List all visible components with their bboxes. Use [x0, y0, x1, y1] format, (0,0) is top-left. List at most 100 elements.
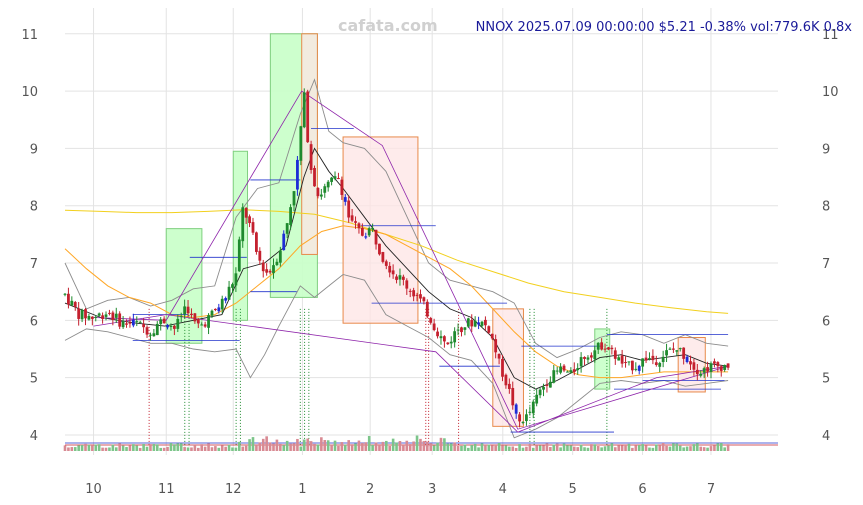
- candle-up: [234, 273, 238, 286]
- y-tick-label-right: 6: [822, 314, 830, 329]
- candle-up: [535, 394, 539, 404]
- candle-up: [675, 350, 679, 352]
- candle-down: [251, 222, 255, 233]
- volume-bar: [504, 445, 508, 451]
- volume-bar: [67, 447, 70, 451]
- candle-down: [347, 200, 351, 218]
- candle-down: [432, 323, 436, 331]
- volume-bar: [166, 446, 169, 451]
- ma-mid-line: [64, 225, 729, 379]
- candle-down: [196, 319, 200, 324]
- candle-down: [111, 312, 115, 321]
- candle-down: [193, 313, 197, 322]
- volume-bar: [125, 447, 128, 451]
- volume-bar: [138, 447, 142, 451]
- candle-up: [552, 370, 556, 383]
- candle-up: [480, 321, 484, 326]
- volume-bar: [675, 443, 679, 451]
- volume-bar: [559, 447, 562, 451]
- candle-up: [292, 191, 296, 206]
- y-tick-label-right: 4: [822, 429, 830, 444]
- volume-bar: [402, 444, 405, 451]
- candle-up: [528, 411, 532, 413]
- volume-bar: [415, 435, 419, 451]
- volume-bar: [313, 443, 316, 451]
- candle-up: [579, 357, 583, 367]
- volume-bar: [162, 447, 166, 451]
- volume-bar: [333, 440, 337, 451]
- volume-bar: [521, 447, 525, 451]
- candle-up: [323, 186, 327, 193]
- volume-bar: [326, 440, 330, 451]
- candle-up: [548, 381, 552, 388]
- candle-up: [371, 227, 375, 230]
- volume-bar: [121, 445, 125, 451]
- volume-bar: [655, 444, 658, 451]
- candle-down: [261, 262, 265, 272]
- candle-up: [661, 356, 665, 363]
- volume-bar: [135, 445, 139, 451]
- candle-up: [176, 318, 180, 329]
- volume-bar: [282, 445, 286, 451]
- candlesticks: [63, 88, 730, 428]
- volume-bar: [316, 444, 320, 451]
- volume-bar: [94, 444, 98, 451]
- candle-up: [326, 181, 330, 188]
- candle-up: [63, 293, 67, 295]
- candle-down: [142, 324, 146, 328]
- candle-down: [395, 276, 398, 280]
- candle-down: [692, 362, 696, 370]
- volume-bar: [412, 441, 415, 451]
- bearish-pattern-box: [492, 308, 524, 427]
- volume-bar: [603, 446, 607, 451]
- y-tick-label-left: 5: [30, 372, 38, 387]
- volume-bar: [183, 447, 186, 451]
- candle-up: [542, 386, 545, 390]
- volume-bar: [87, 444, 91, 451]
- candle-up: [224, 298, 228, 301]
- candle-down: [381, 252, 385, 262]
- volume-bar: [395, 442, 398, 451]
- volume-bar: [193, 444, 197, 451]
- volume-bar: [343, 444, 347, 451]
- volume-bar: [726, 444, 730, 451]
- x-tick-label: 12: [225, 482, 242, 497]
- candle-down: [357, 223, 361, 229]
- candle-down: [408, 290, 412, 292]
- candle-up: [87, 316, 91, 320]
- volume-bar: [186, 447, 190, 451]
- candle-up: [596, 342, 600, 350]
- x-tick-label: 2: [366, 482, 374, 497]
- volume-bar: [549, 447, 552, 451]
- candle-up: [333, 176, 337, 179]
- volume-bar: [569, 445, 573, 451]
- candle-down: [545, 384, 549, 386]
- candle-down: [713, 361, 716, 364]
- volume-bar: [586, 447, 590, 451]
- volume-bar: [220, 445, 224, 451]
- candle-down: [101, 315, 104, 320]
- volume-bar: [535, 445, 538, 451]
- volume-bar: [384, 440, 388, 451]
- volume-bar: [381, 441, 385, 451]
- candle-up: [569, 370, 573, 373]
- volume-bar: [456, 446, 460, 451]
- candle-up: [665, 350, 668, 356]
- candle-up: [367, 228, 371, 236]
- candle-down: [354, 221, 357, 223]
- volume-bar: [323, 440, 327, 451]
- candle-down: [484, 319, 487, 326]
- candle-down: [610, 347, 614, 350]
- y-tick-label-right: 7: [822, 257, 830, 272]
- candle-up: [531, 401, 535, 414]
- candle-down: [572, 369, 576, 373]
- ma-long-line: [64, 209, 729, 314]
- volume-bar: [631, 447, 634, 451]
- candle-down: [518, 414, 521, 422]
- volume-bar: [227, 444, 231, 451]
- candle-up: [70, 300, 74, 306]
- volume-bar: [285, 440, 289, 451]
- volume-bar: [443, 438, 446, 451]
- volume-bar: [709, 446, 713, 451]
- volume-bar: [398, 441, 402, 451]
